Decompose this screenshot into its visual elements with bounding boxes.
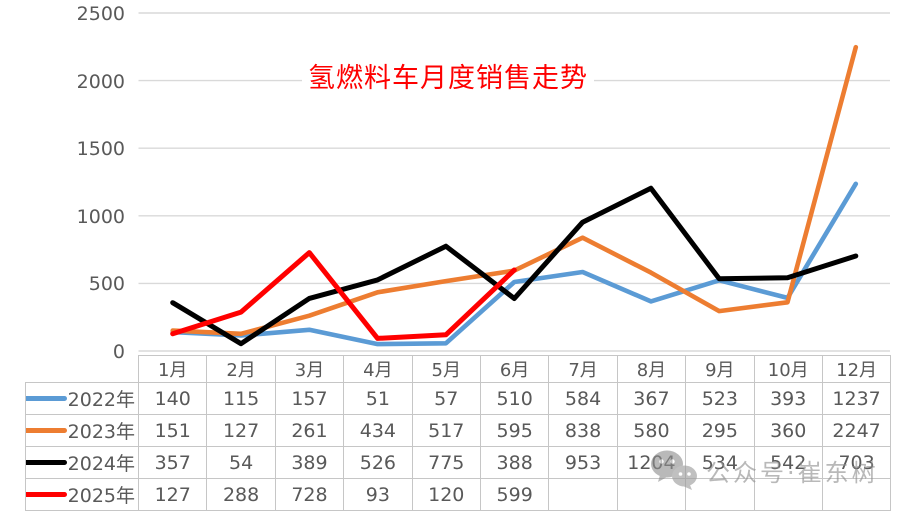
- value-cell: 517: [411, 414, 481, 447]
- value-cell: 127: [137, 478, 208, 511]
- month-header-row: 1月 2月 3月 4月 5月 6月 7月 8月 9月 10月 12月: [26, 355, 892, 383]
- value-cell: 1237: [821, 382, 892, 415]
- value-cell: 151: [137, 414, 208, 447]
- value-cell: [753, 478, 823, 511]
- series-name-label: 2022年: [67, 389, 135, 411]
- value-cell: 584: [548, 382, 618, 415]
- legend-cell: 2024年: [25, 446, 139, 479]
- value-cell: 775: [411, 446, 481, 479]
- series-name-label: 2023年: [67, 421, 135, 443]
- value-cell: 523: [685, 382, 755, 415]
- series-swatch-2025年: [26, 492, 67, 497]
- y-axis-tick-label: 2500: [76, 3, 125, 25]
- month-header-cell: 7月: [548, 355, 618, 383]
- legend-cell: 2022年: [25, 382, 139, 415]
- value-cell: 703: [821, 446, 892, 479]
- y-axis-tick-label: 2000: [76, 70, 125, 93]
- value-cell: 542: [753, 446, 823, 479]
- table-row: 2023年 151 127 261 434 517 595 838 580 295 360 2247: [25, 414, 892, 447]
- month-header-cell: 4月: [343, 355, 413, 383]
- value-cell: 367: [616, 382, 687, 415]
- value-cell: 599: [479, 478, 550, 511]
- table-row: 2024年 357 54 389 526 775 388 953 1204 534 542 703: [25, 446, 892, 479]
- data-table: 1月 2月 3月 4月 5月 6月 7月 8月 9月 10月 12月 2022年 140 115 157 5…: [25, 355, 892, 511]
- value-cell: 93: [343, 478, 413, 511]
- y-axis-tick-label: 1000: [76, 205, 125, 228]
- month-header-cell: 5月: [411, 355, 481, 383]
- value-cell: 838: [548, 414, 618, 447]
- y-axis-tick-label: 500: [88, 273, 125, 296]
- value-cell: 295: [685, 414, 755, 447]
- value-cell: 393: [753, 382, 823, 415]
- value-cell: 510: [479, 382, 550, 415]
- value-cell: [685, 478, 755, 511]
- legend-cell: 2025年: [25, 478, 139, 511]
- value-cell: 953: [548, 446, 618, 479]
- value-cell: [548, 478, 618, 511]
- value-cell: 115: [206, 382, 276, 415]
- series-line-2024年: [170, 185, 859, 347]
- value-cell: [616, 478, 687, 511]
- value-cell: 288: [206, 478, 276, 511]
- value-cell: 127: [206, 414, 276, 447]
- value-cell: 360: [753, 414, 823, 447]
- month-header-cell: 1月: [137, 355, 208, 383]
- series-line-2022年: [170, 181, 859, 347]
- month-header-cell: 3月: [274, 355, 345, 383]
- y-axis-tick-label: 0: [112, 341, 125, 363]
- value-cell: 434: [343, 414, 413, 447]
- chart-title: 氢燃料车月度销售走势: [302, 56, 594, 95]
- y-axis-tick-label: 1500: [76, 138, 125, 161]
- value-cell: 54: [206, 446, 276, 479]
- series-swatch-2022年: [26, 396, 67, 401]
- month-header-cell: 8月: [616, 355, 687, 383]
- value-cell: 157: [274, 382, 345, 415]
- value-cell: 388: [479, 446, 550, 479]
- series-swatch-2023年: [26, 428, 67, 433]
- table-corner-blank-cell: [26, 356, 139, 383]
- month-header-cell: 6月: [479, 355, 550, 383]
- table-row: 2025年 127 288 728 93 120 599: [25, 478, 892, 511]
- value-cell: 140: [137, 382, 208, 415]
- value-cell: 1204: [616, 446, 687, 479]
- value-cell: 120: [411, 478, 481, 511]
- value-cell: 261: [274, 414, 345, 447]
- month-header-cell: 9月: [685, 355, 755, 383]
- series-swatch-2024年: [26, 460, 67, 465]
- value-cell: 728: [274, 478, 345, 511]
- value-cell: 534: [685, 446, 755, 479]
- legend-cell: 2023年: [25, 414, 139, 447]
- series-name-label: 2024年: [67, 453, 135, 475]
- series-name-label: 2025年: [67, 485, 135, 507]
- table-row: 2022年 140 115 157 51 57 510 584 367 523 393 1237: [25, 382, 892, 415]
- value-cell: 51: [343, 382, 413, 415]
- value-cell: 595: [479, 414, 550, 447]
- month-header-cell: 2月: [206, 355, 276, 383]
- value-cell: 580: [616, 414, 687, 447]
- value-cell: 389: [274, 446, 345, 479]
- value-cell: 526: [343, 446, 413, 479]
- value-cell: 357: [137, 446, 208, 479]
- value-cell: 57: [411, 382, 481, 415]
- month-header-cell: 10月: [753, 355, 823, 383]
- value-cell: [821, 478, 892, 511]
- line-chart-canvas: [138, 12, 890, 352]
- series-line-2025年: [170, 250, 517, 341]
- value-cell: 2247: [821, 414, 892, 447]
- month-header-cell: 12月: [821, 355, 892, 383]
